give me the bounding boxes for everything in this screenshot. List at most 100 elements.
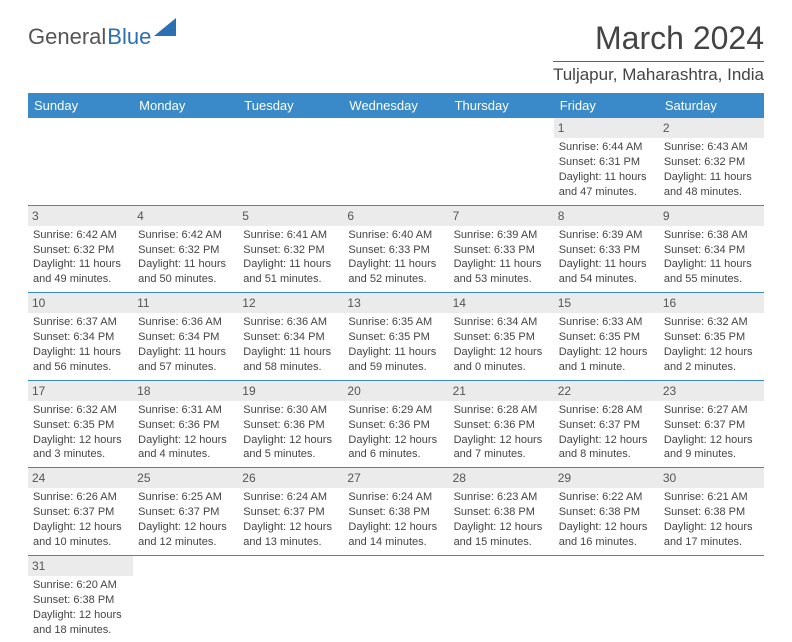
sunset-text: Sunset: 6:31 PM xyxy=(559,155,654,170)
calendar-row: 31Sunrise: 6:20 AMSunset: 6:38 PMDayligh… xyxy=(28,555,764,642)
calendar-cell: 28Sunrise: 6:23 AMSunset: 6:38 PMDayligh… xyxy=(449,468,554,556)
calendar-cell xyxy=(238,118,343,205)
sunset-text: Sunset: 6:36 PM xyxy=(348,418,443,433)
sunrise-text: Sunrise: 6:41 AM xyxy=(243,228,338,243)
daylight-text-2: and 10 minutes. xyxy=(33,535,128,550)
day-number: 23 xyxy=(659,381,764,401)
daylight-text-2: and 17 minutes. xyxy=(664,535,759,550)
sunrise-text: Sunrise: 6:36 AM xyxy=(138,315,233,330)
daylight-text-2: and 8 minutes. xyxy=(559,447,654,462)
daylight-text-2: and 1 minute. xyxy=(559,360,654,375)
daylight-text-2: and 15 minutes. xyxy=(454,535,549,550)
sunset-text: Sunset: 6:36 PM xyxy=(454,418,549,433)
sunset-text: Sunset: 6:38 PM xyxy=(33,593,128,608)
daylight-text: Daylight: 12 hours xyxy=(348,433,443,448)
sunrise-text: Sunrise: 6:23 AM xyxy=(454,490,549,505)
calendar-cell: 29Sunrise: 6:22 AMSunset: 6:38 PMDayligh… xyxy=(554,468,659,556)
sunrise-text: Sunrise: 6:32 AM xyxy=(664,315,759,330)
day-number: 29 xyxy=(554,468,659,488)
daylight-text: Daylight: 12 hours xyxy=(559,520,654,535)
daylight-text-2: and 57 minutes. xyxy=(138,360,233,375)
sunrise-text: Sunrise: 6:36 AM xyxy=(243,315,338,330)
weekday-header-row: Sunday Monday Tuesday Wednesday Thursday… xyxy=(28,93,764,118)
sunset-text: Sunset: 6:35 PM xyxy=(33,418,128,433)
sunset-text: Sunset: 6:32 PM xyxy=(664,155,759,170)
calendar-cell xyxy=(28,118,133,205)
sunrise-text: Sunrise: 6:40 AM xyxy=(348,228,443,243)
day-number: 27 xyxy=(343,468,448,488)
sunset-text: Sunset: 6:35 PM xyxy=(348,330,443,345)
sunrise-text: Sunrise: 6:38 AM xyxy=(664,228,759,243)
day-number: 6 xyxy=(343,206,448,226)
sunrise-text: Sunrise: 6:42 AM xyxy=(33,228,128,243)
daylight-text: Daylight: 12 hours xyxy=(243,520,338,535)
sunrise-text: Sunrise: 6:24 AM xyxy=(243,490,338,505)
daylight-text: Daylight: 11 hours xyxy=(348,345,443,360)
calendar-cell: 19Sunrise: 6:30 AMSunset: 6:36 PMDayligh… xyxy=(238,380,343,468)
sunset-text: Sunset: 6:37 PM xyxy=(559,418,654,433)
sunset-text: Sunset: 6:37 PM xyxy=(243,505,338,520)
daylight-text: Daylight: 12 hours xyxy=(33,433,128,448)
daylight-text: Daylight: 11 hours xyxy=(454,257,549,272)
sunrise-text: Sunrise: 6:21 AM xyxy=(664,490,759,505)
daylight-text: Daylight: 12 hours xyxy=(664,520,759,535)
calendar-row: 3Sunrise: 6:42 AMSunset: 6:32 PMDaylight… xyxy=(28,205,764,293)
daylight-text: Daylight: 12 hours xyxy=(664,433,759,448)
sunset-text: Sunset: 6:34 PM xyxy=(664,243,759,258)
calendar-cell xyxy=(133,555,238,642)
daylight-text-2: and 14 minutes. xyxy=(348,535,443,550)
day-number: 5 xyxy=(238,206,343,226)
location: Tuljapur, Maharashtra, India xyxy=(553,61,764,85)
logo-text-blue: Blue xyxy=(107,24,151,50)
sunset-text: Sunset: 6:33 PM xyxy=(454,243,549,258)
calendar-cell: 31Sunrise: 6:20 AMSunset: 6:38 PMDayligh… xyxy=(28,555,133,642)
daylight-text: Daylight: 12 hours xyxy=(559,345,654,360)
sunset-text: Sunset: 6:35 PM xyxy=(559,330,654,345)
day-number: 21 xyxy=(449,381,554,401)
calendar-cell: 21Sunrise: 6:28 AMSunset: 6:36 PMDayligh… xyxy=(449,380,554,468)
sunset-text: Sunset: 6:38 PM xyxy=(348,505,443,520)
sunset-text: Sunset: 6:36 PM xyxy=(138,418,233,433)
calendar-cell: 27Sunrise: 6:24 AMSunset: 6:38 PMDayligh… xyxy=(343,468,448,556)
logo: General Blue xyxy=(28,24,176,50)
daylight-text: Daylight: 12 hours xyxy=(559,433,654,448)
day-number: 26 xyxy=(238,468,343,488)
calendar-cell: 23Sunrise: 6:27 AMSunset: 6:37 PMDayligh… xyxy=(659,380,764,468)
calendar-cell xyxy=(238,555,343,642)
calendar-cell: 22Sunrise: 6:28 AMSunset: 6:37 PMDayligh… xyxy=(554,380,659,468)
sunset-text: Sunset: 6:34 PM xyxy=(138,330,233,345)
daylight-text: Daylight: 12 hours xyxy=(454,345,549,360)
daylight-text-2: and 48 minutes. xyxy=(664,185,759,200)
sunrise-text: Sunrise: 6:44 AM xyxy=(559,140,654,155)
calendar-cell: 30Sunrise: 6:21 AMSunset: 6:38 PMDayligh… xyxy=(659,468,764,556)
sunrise-text: Sunrise: 6:39 AM xyxy=(454,228,549,243)
daylight-text: Daylight: 11 hours xyxy=(664,170,759,185)
sunrise-text: Sunrise: 6:39 AM xyxy=(559,228,654,243)
sunset-text: Sunset: 6:36 PM xyxy=(243,418,338,433)
weekday-header: Wednesday xyxy=(343,93,448,118)
day-number: 19 xyxy=(238,381,343,401)
sunset-text: Sunset: 6:35 PM xyxy=(454,330,549,345)
calendar-cell: 8Sunrise: 6:39 AMSunset: 6:33 PMDaylight… xyxy=(554,205,659,293)
sunset-text: Sunset: 6:32 PM xyxy=(33,243,128,258)
sunset-text: Sunset: 6:38 PM xyxy=(559,505,654,520)
day-number: 17 xyxy=(28,381,133,401)
calendar-row: 24Sunrise: 6:26 AMSunset: 6:37 PMDayligh… xyxy=(28,468,764,556)
daylight-text-2: and 56 minutes. xyxy=(33,360,128,375)
sunrise-text: Sunrise: 6:24 AM xyxy=(348,490,443,505)
calendar-cell: 1Sunrise: 6:44 AMSunset: 6:31 PMDaylight… xyxy=(554,118,659,205)
calendar-cell xyxy=(343,118,448,205)
daylight-text-2: and 13 minutes. xyxy=(243,535,338,550)
sunrise-text: Sunrise: 6:42 AM xyxy=(138,228,233,243)
daylight-text-2: and 9 minutes. xyxy=(664,447,759,462)
daylight-text: Daylight: 11 hours xyxy=(559,257,654,272)
sunrise-text: Sunrise: 6:37 AM xyxy=(33,315,128,330)
daylight-text-2: and 2 minutes. xyxy=(664,360,759,375)
calendar-cell: 24Sunrise: 6:26 AMSunset: 6:37 PMDayligh… xyxy=(28,468,133,556)
daylight-text: Daylight: 11 hours xyxy=(138,345,233,360)
daylight-text: Daylight: 11 hours xyxy=(348,257,443,272)
daylight-text: Daylight: 12 hours xyxy=(33,520,128,535)
weekday-header: Sunday xyxy=(28,93,133,118)
header: General Blue March 2024 Tuljapur, Mahara… xyxy=(28,20,764,85)
daylight-text-2: and 4 minutes. xyxy=(138,447,233,462)
